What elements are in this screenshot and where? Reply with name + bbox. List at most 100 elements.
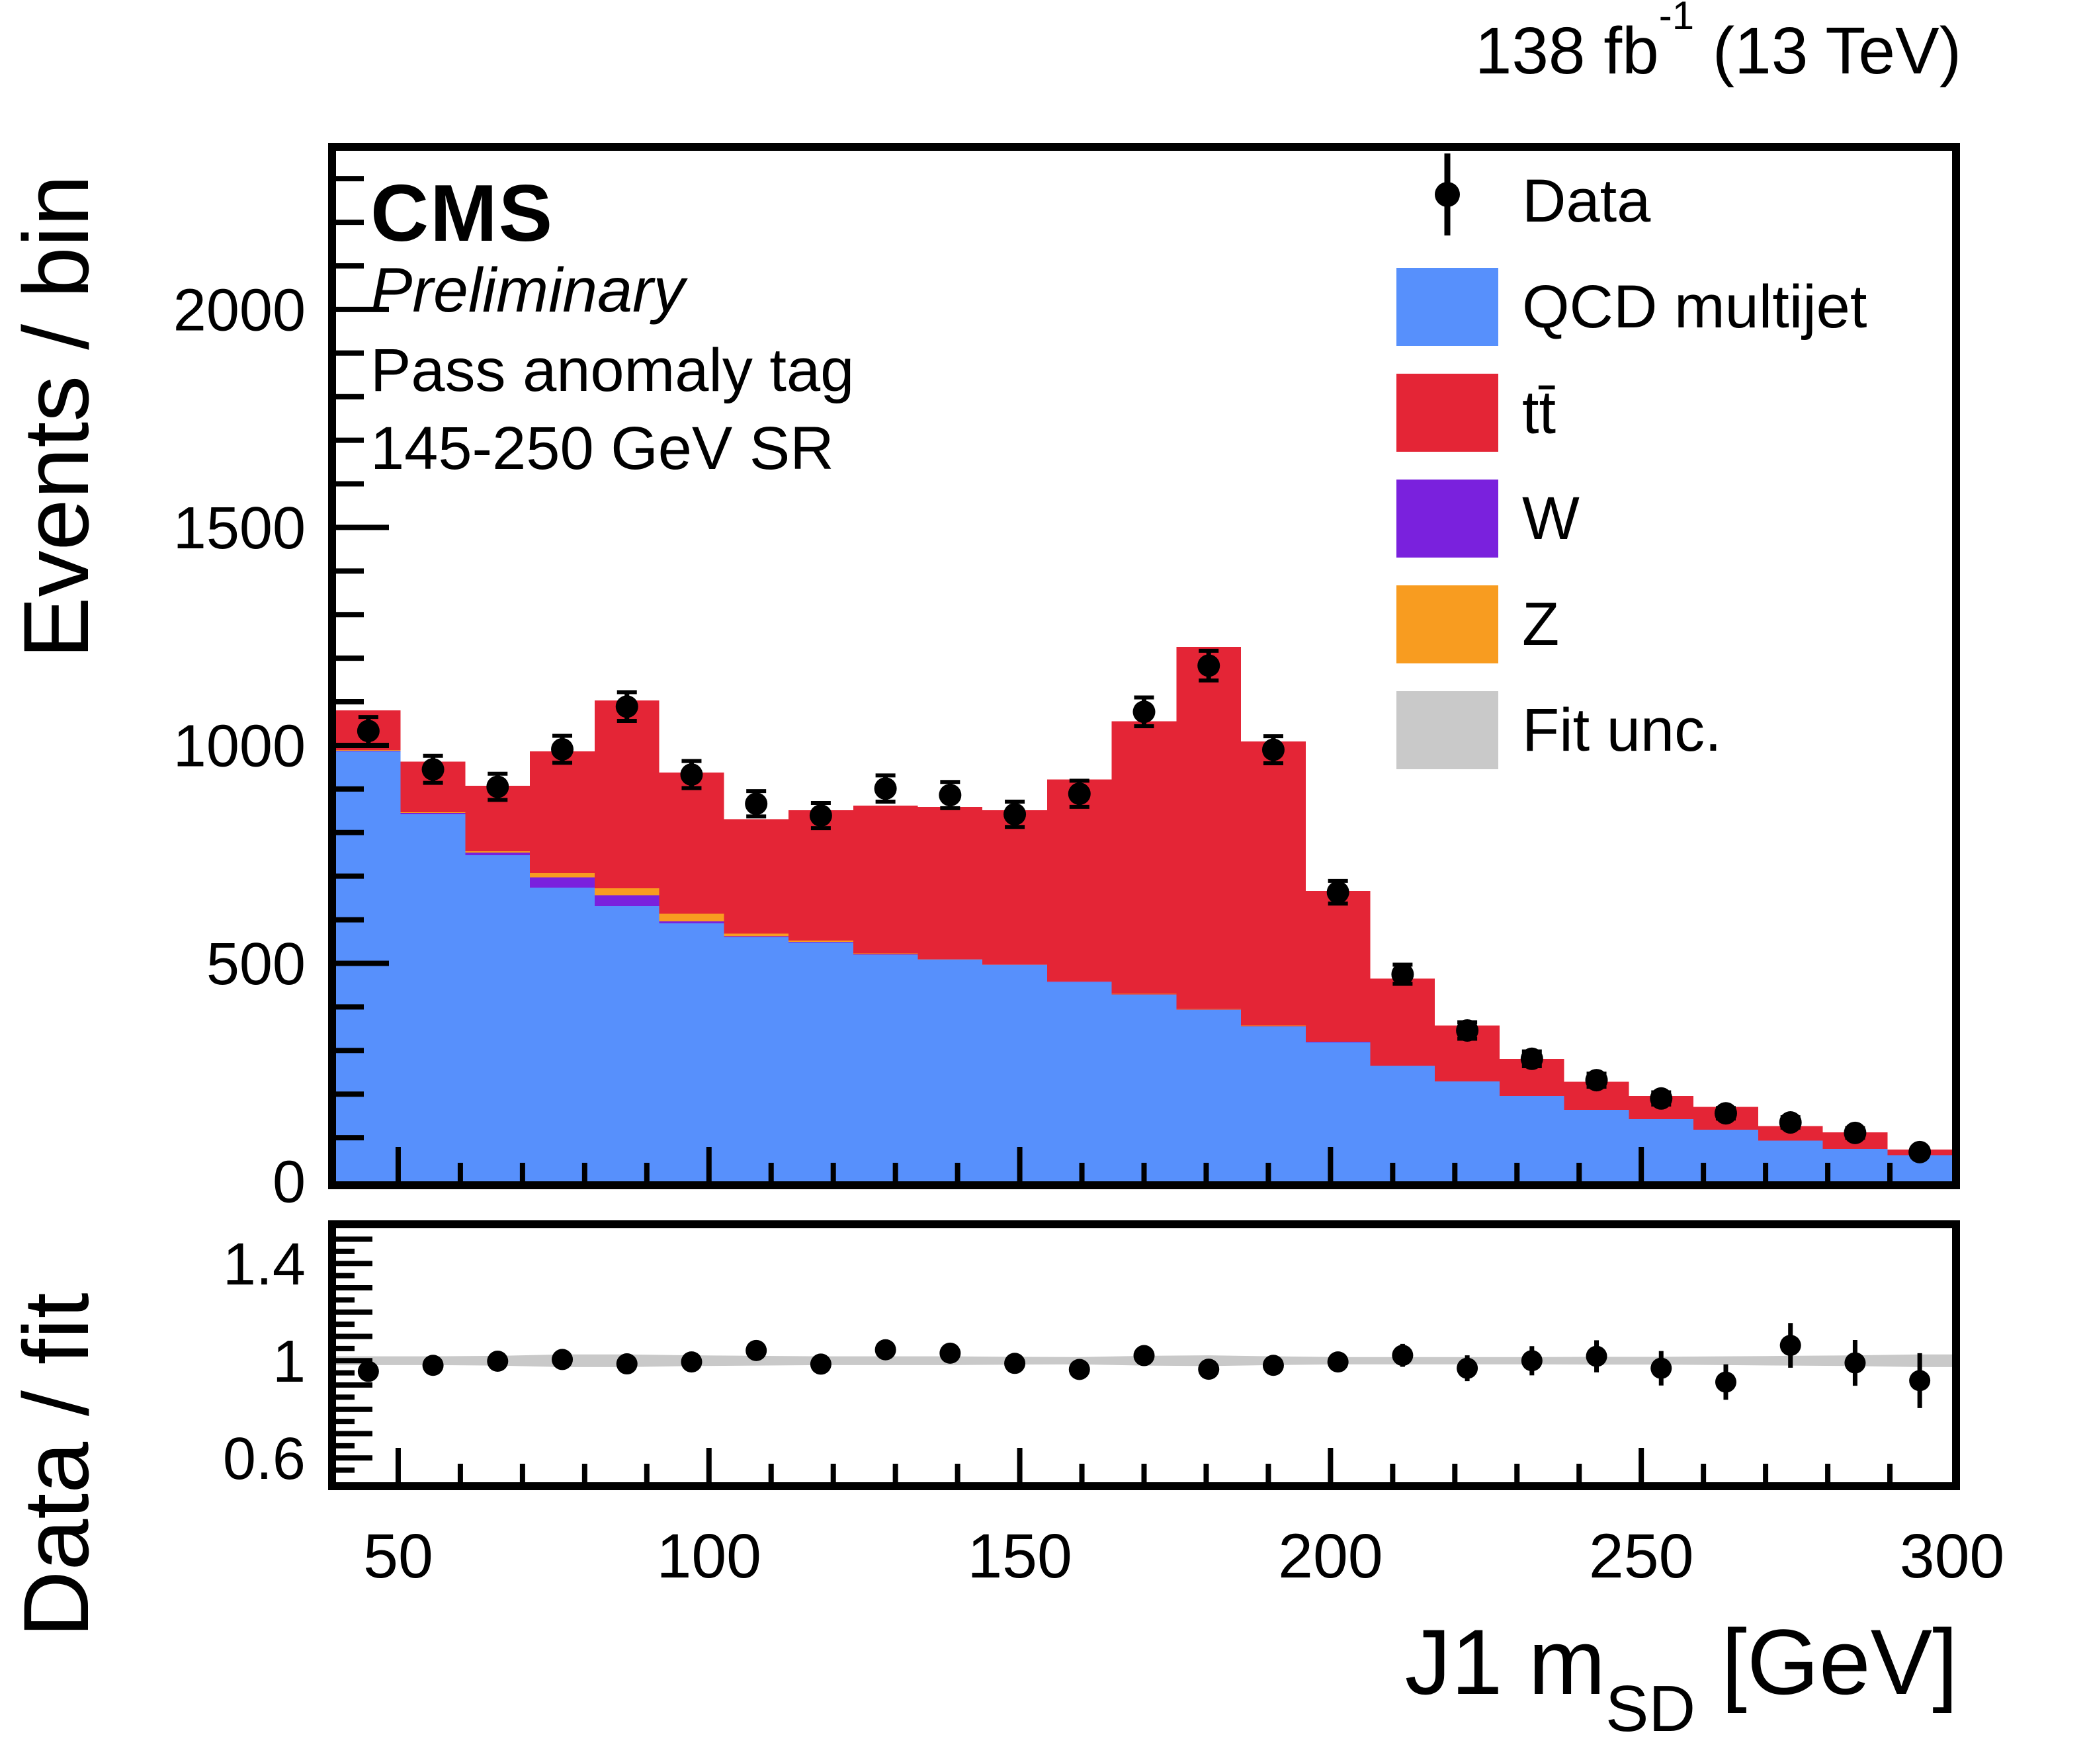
bar-tt̄ xyxy=(659,772,724,914)
bar-QCD multijet xyxy=(1176,1009,1242,1181)
ratio-point xyxy=(1068,1359,1090,1380)
bar-W xyxy=(1176,1009,1242,1010)
data-point xyxy=(1326,881,1349,904)
data-point xyxy=(809,804,832,827)
bar-QCD multijet xyxy=(1370,1066,1435,1181)
bar-QCD multijet xyxy=(465,855,531,1181)
legend-item-ttbar: tt̄ xyxy=(1396,360,1992,466)
bar-tt̄ xyxy=(1046,779,1112,982)
lumi-energy: (13 TeV) xyxy=(1694,14,1961,88)
bar-W xyxy=(1111,994,1177,995)
bar-QCD multijet xyxy=(917,960,983,1181)
ratio-point xyxy=(1521,1350,1543,1372)
ratio-point xyxy=(1909,1370,1931,1392)
legend-item-z: Z xyxy=(1396,571,1992,677)
w-swatch-icon xyxy=(1396,480,1498,558)
ratio-point xyxy=(810,1353,831,1375)
bar-Z xyxy=(1046,981,1112,982)
luminosity-label: 138 fb-1 (13 TeV) xyxy=(1475,0,1961,89)
ratio-point xyxy=(1327,1351,1349,1373)
bar-QCD multijet xyxy=(1435,1081,1500,1181)
legend-label: Fit unc. xyxy=(1522,696,1722,764)
bar-Z xyxy=(788,941,853,943)
ratio-point xyxy=(939,1342,961,1364)
ratio-y-axis-title: Data / fit xyxy=(4,1292,108,1638)
bar-tt̄ xyxy=(788,810,853,941)
bar-W xyxy=(400,813,466,815)
y-axis-title: Events / bin xyxy=(4,175,108,659)
data-point xyxy=(1844,1121,1867,1144)
bar-QCD multijet xyxy=(1046,982,1112,1181)
bar-tt̄ xyxy=(1370,978,1435,1066)
x-tick-label: 300 xyxy=(1900,1521,2005,1591)
data-point xyxy=(1003,803,1027,826)
data-point xyxy=(615,695,638,718)
data-point xyxy=(1650,1087,1673,1110)
legend-item-qcd: QCD multijet xyxy=(1396,254,1992,360)
bar-QCD multijet xyxy=(1241,1027,1306,1181)
ratio-point xyxy=(357,1361,379,1382)
ratio-point xyxy=(745,1339,767,1361)
axis-ticks xyxy=(336,176,1893,1482)
bar-W xyxy=(465,853,531,856)
data-point xyxy=(939,784,962,807)
legend-label: W xyxy=(1522,484,1580,552)
bar-Z xyxy=(982,964,1047,965)
bar-Z xyxy=(336,750,401,751)
bar-Z xyxy=(917,958,983,960)
bar-Z xyxy=(400,812,466,814)
ratio-point xyxy=(1715,1371,1736,1393)
data-point xyxy=(1391,962,1414,986)
selection-label-sr: 145-250 GeV SR xyxy=(370,415,834,482)
ratio-point xyxy=(1650,1357,1672,1379)
x-tick-label: 150 xyxy=(967,1521,1072,1591)
bar-Z xyxy=(1241,1025,1306,1027)
data-marker-icon xyxy=(1396,153,1498,247)
bar-QCD multijet xyxy=(1758,1140,1823,1181)
bar-QCD multijet xyxy=(788,942,853,1181)
bar-tt̄ xyxy=(917,806,983,959)
legend-label: Data xyxy=(1522,167,1651,235)
bar-W xyxy=(530,877,595,888)
data-point xyxy=(1197,654,1220,677)
data-point xyxy=(1456,1019,1479,1042)
ratio-point xyxy=(1004,1353,1026,1374)
legend-item-fit-unc: Fit unc. xyxy=(1396,677,1992,783)
ratio-point xyxy=(1392,1345,1414,1366)
ratio-point xyxy=(487,1351,509,1372)
data-point xyxy=(1261,738,1285,761)
bar-Z xyxy=(530,873,595,878)
bar-tt̄ xyxy=(724,819,789,934)
bar-W xyxy=(1241,1026,1306,1027)
bar-W xyxy=(788,942,853,943)
data-point xyxy=(1132,700,1156,724)
lumi-exponent: -1 xyxy=(1658,0,1695,38)
bar-Z xyxy=(465,851,531,853)
ratio-point xyxy=(1779,1335,1801,1357)
bar-tt̄ xyxy=(1111,721,1177,994)
main-frame xyxy=(328,143,1960,1189)
x-tick-label: 100 xyxy=(657,1521,762,1591)
x-axis-title: J1 mSD [GeV] xyxy=(1405,1609,1958,1745)
cms-label: CMS xyxy=(370,168,554,258)
ratio-frame xyxy=(328,1220,1960,1490)
bar-W xyxy=(659,921,724,923)
ratio-tick-label: 1.4 xyxy=(223,1232,306,1298)
bar-QCD multijet xyxy=(1822,1149,1888,1181)
qcd-swatch-icon xyxy=(1396,268,1498,346)
data-point xyxy=(745,792,768,816)
legend: Data QCD multijet tt̄ W Z Fit unc. xyxy=(1396,148,1992,783)
bar-W xyxy=(853,954,918,955)
bar-Z xyxy=(594,888,660,896)
legend-label: QCD multijet xyxy=(1522,273,1867,341)
bar-QCD multijet xyxy=(400,814,466,1181)
data-point xyxy=(1908,1140,1932,1163)
ttbar-swatch-icon xyxy=(1396,374,1498,452)
ratio-point xyxy=(874,1339,896,1361)
legend-label: Z xyxy=(1522,590,1560,658)
bar-tt̄ xyxy=(853,805,918,954)
data-point xyxy=(421,758,445,781)
bar-QCD multijet xyxy=(594,906,660,1181)
